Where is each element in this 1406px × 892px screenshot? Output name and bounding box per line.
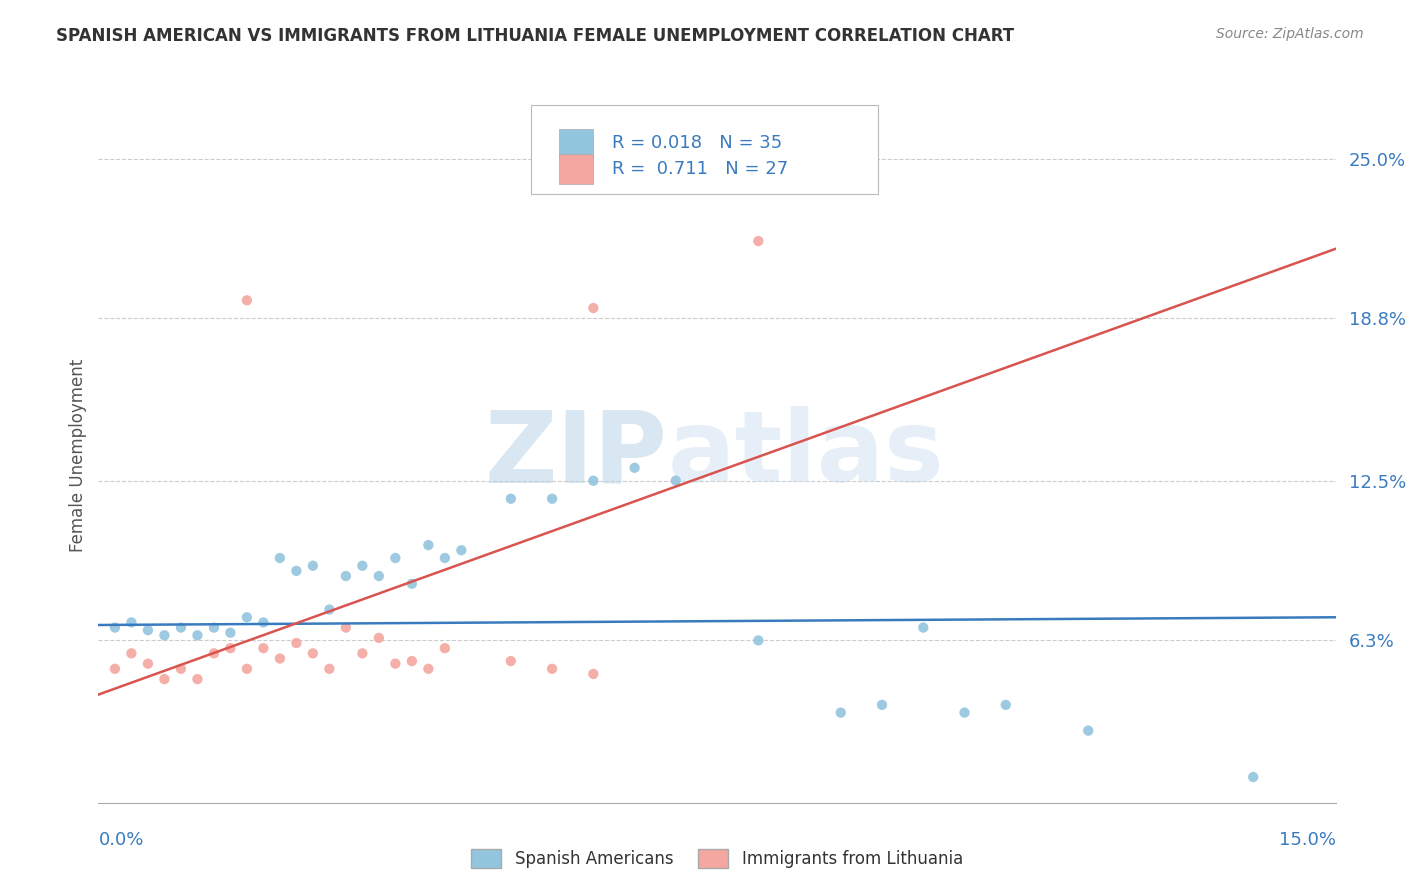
- Point: [219, 641, 242, 656]
- Point: [318, 662, 340, 676]
- Point: [747, 234, 769, 248]
- Point: [499, 491, 522, 506]
- Point: [120, 615, 142, 630]
- FancyBboxPatch shape: [558, 154, 593, 184]
- Point: [104, 621, 127, 635]
- Point: [994, 698, 1017, 712]
- Point: [450, 543, 472, 558]
- Point: [202, 621, 225, 635]
- Point: [401, 576, 423, 591]
- Point: [367, 631, 389, 645]
- Point: [623, 460, 645, 475]
- Point: [747, 633, 769, 648]
- Point: [252, 641, 274, 656]
- Point: [384, 657, 406, 671]
- Text: Source: ZipAtlas.com: Source: ZipAtlas.com: [1216, 27, 1364, 41]
- FancyBboxPatch shape: [531, 105, 877, 194]
- Point: [352, 646, 374, 660]
- Point: [236, 662, 259, 676]
- Y-axis label: Female Unemployment: Female Unemployment: [69, 359, 87, 551]
- Point: [120, 646, 142, 660]
- Point: [269, 651, 291, 665]
- Point: [665, 474, 688, 488]
- Text: R = 0.018   N = 35: R = 0.018 N = 35: [612, 135, 782, 153]
- Point: [252, 615, 274, 630]
- Point: [433, 641, 456, 656]
- Point: [136, 623, 159, 637]
- Text: ZIP: ZIP: [485, 407, 668, 503]
- Point: [433, 551, 456, 566]
- Point: [418, 662, 440, 676]
- Point: [302, 558, 325, 573]
- Text: SPANISH AMERICAN VS IMMIGRANTS FROM LITHUANIA FEMALE UNEMPLOYMENT CORRELATION CH: SPANISH AMERICAN VS IMMIGRANTS FROM LITH…: [56, 27, 1014, 45]
- Point: [153, 672, 176, 686]
- Point: [418, 538, 440, 552]
- Point: [153, 628, 176, 642]
- Point: [401, 654, 423, 668]
- Point: [318, 602, 340, 616]
- Point: [285, 564, 308, 578]
- Point: [541, 662, 564, 676]
- Point: [136, 657, 159, 671]
- Text: 15.0%: 15.0%: [1278, 830, 1336, 848]
- Point: [335, 569, 357, 583]
- Point: [202, 646, 225, 660]
- Point: [870, 698, 893, 712]
- Point: [335, 621, 357, 635]
- Point: [499, 654, 522, 668]
- Point: [582, 474, 605, 488]
- Text: R =  0.711   N = 27: R = 0.711 N = 27: [612, 160, 789, 178]
- Point: [104, 662, 127, 676]
- Legend: Spanish Americans, Immigrants from Lithuania: Spanish Americans, Immigrants from Lithu…: [464, 842, 970, 874]
- Point: [236, 293, 259, 308]
- Point: [170, 662, 193, 676]
- Point: [269, 551, 291, 566]
- Point: [912, 621, 935, 635]
- FancyBboxPatch shape: [558, 128, 593, 158]
- Point: [384, 551, 406, 566]
- Point: [1077, 723, 1099, 738]
- Point: [285, 636, 308, 650]
- Point: [830, 706, 852, 720]
- Point: [367, 569, 389, 583]
- Point: [953, 706, 976, 720]
- Point: [582, 667, 605, 681]
- Point: [541, 491, 564, 506]
- Text: atlas: atlas: [668, 407, 945, 503]
- Point: [352, 558, 374, 573]
- Point: [302, 646, 325, 660]
- Point: [186, 628, 208, 642]
- Point: [170, 621, 193, 635]
- Point: [219, 625, 242, 640]
- Point: [186, 672, 208, 686]
- Text: 0.0%: 0.0%: [98, 830, 143, 848]
- Point: [582, 301, 605, 315]
- Point: [1241, 770, 1264, 784]
- Point: [236, 610, 259, 624]
